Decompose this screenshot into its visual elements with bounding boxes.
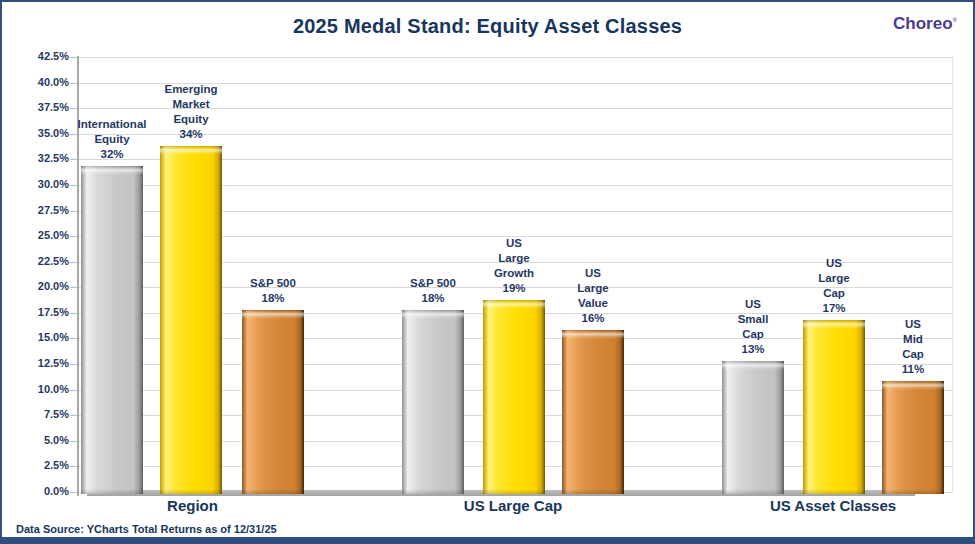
y-axis-tick (70, 211, 77, 212)
y-axis-label: 27.5% (2, 204, 69, 216)
y-axis-label: 0.0% (2, 485, 69, 497)
bar-bronze (562, 330, 624, 494)
x-axis-group-label: US Large Cap (464, 497, 562, 514)
y-axis-tick (70, 338, 77, 339)
choreo-logo: Choreo® (893, 14, 957, 34)
y-axis-label: 10.0% (2, 383, 69, 395)
bar-value-label: USMidCap11% (858, 317, 968, 377)
data-source-note: Data Source: YCharts Total Returns as of… (16, 523, 277, 535)
y-axis-label: 2.5% (2, 459, 69, 471)
y-axis-tick (70, 492, 77, 493)
y-axis-label: 22.5% (2, 255, 69, 267)
y-axis-tick (70, 287, 77, 288)
y-axis-label: 42.5% (2, 50, 69, 62)
y-axis-tick (70, 466, 77, 467)
bar-gold (483, 300, 545, 494)
bar-value-label: USLargeValue16% (538, 266, 648, 326)
y-axis-label: 17.5% (2, 306, 69, 318)
choreo-logo-text: Choreo (893, 14, 953, 33)
x-axis-group-label: Region (167, 497, 218, 514)
y-axis-tick (70, 185, 77, 186)
bar-value-label: EmergingMarketEquity34% (136, 82, 246, 142)
registered-trademark-icon: ® (953, 17, 957, 23)
bar-bronze (242, 310, 304, 494)
chart-frame: 2025 Medal Stand: Equity Asset Classes C… (0, 0, 975, 544)
y-axis-tick (70, 364, 77, 365)
bar-gold (803, 320, 865, 494)
bar-value-label: USLargeCap17% (779, 256, 889, 316)
y-axis-label: 25.0% (2, 229, 69, 241)
y-axis-label: 20.0% (2, 280, 69, 292)
chart-title: 2025 Medal Stand: Equity Asset Classes (2, 15, 973, 38)
y-axis-label: 5.0% (2, 434, 69, 446)
y-axis-label: 7.5% (2, 408, 69, 420)
bar-silver (81, 166, 143, 494)
y-axis-tick (70, 108, 77, 109)
y-axis-tick (70, 57, 77, 58)
bar-value-label: S&P 50018% (218, 276, 328, 306)
y-axis-tick (70, 262, 77, 263)
plot-right-edge (952, 57, 953, 492)
y-axis-tick (70, 236, 77, 237)
y-axis-tick (70, 83, 77, 84)
y-axis-label: 40.0% (2, 76, 69, 88)
y-axis-label: 37.5% (2, 101, 69, 113)
y-axis-label: 30.0% (2, 178, 69, 190)
y-axis-tick (70, 441, 77, 442)
y-axis-tick (70, 313, 77, 314)
bar-silver (402, 310, 464, 494)
x-axis-group-label: US Asset Classes (770, 497, 896, 514)
y-axis-label: 15.0% (2, 331, 69, 343)
bar-bronze (882, 381, 944, 494)
bar-gold (160, 146, 222, 494)
y-axis-label: 12.5% (2, 357, 69, 369)
y-axis-tick (70, 390, 77, 391)
gridline (77, 57, 952, 58)
bar-silver (722, 361, 784, 494)
y-axis-tick (70, 415, 77, 416)
